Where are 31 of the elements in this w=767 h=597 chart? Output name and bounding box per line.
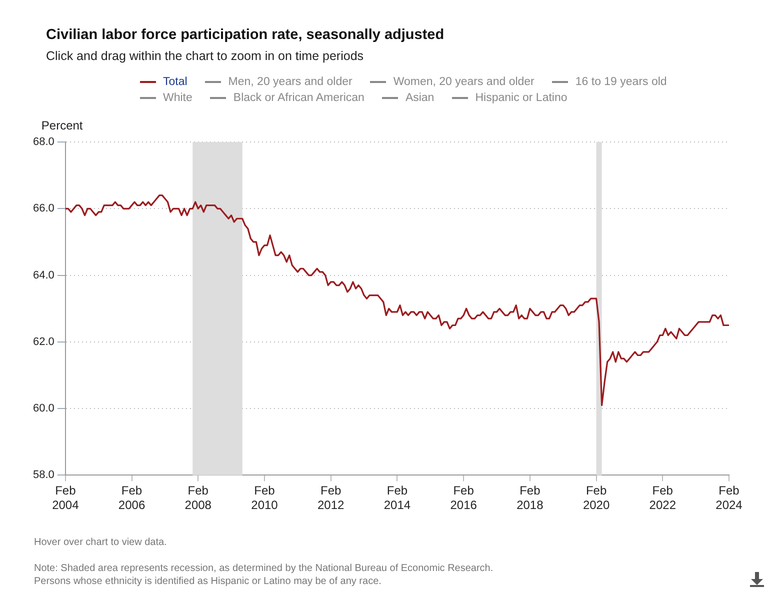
legend-label: Black or African American [233, 91, 364, 106]
legend-label: White [163, 91, 192, 106]
text: Hover over chart to view data. [34, 536, 168, 549]
legend-label: Asian [405, 91, 434, 106]
text: Note: Shaded area represents recession, as determined by the National Bureau of Economic Research. [34, 562, 494, 575]
y-tick-label: 58.0 [32, 469, 54, 482]
y-axis-title: Percent [41, 118, 84, 132]
chart-subtitle: Click and drag within the chart to zoom in on time periods [46, 49, 364, 63]
y-tick-label: 66.0 [32, 202, 54, 215]
x-tick-label: Feb 2008 [184, 484, 212, 512]
y-tick-label: 68.0 [32, 136, 54, 148]
x-tick-label: Feb 2020 [582, 484, 610, 512]
chart-title: Civilian labor force participation rate, seasonally adjusted [46, 27, 444, 43]
legend-label: Total [163, 75, 188, 90]
y-tick-label: 62.0 [32, 336, 54, 348]
x-tick-label: Feb 2010 [251, 484, 278, 512]
x-tick-label: Feb 2006 [118, 484, 146, 512]
legend-label: 16 to 19 years old [575, 75, 667, 90]
x-tick-label: Feb 2022 [649, 484, 676, 512]
text: Persons whose ethnicity is identified as Hispanic or Latino may be of any race. [34, 575, 382, 588]
legend-label: Men, 20 years and older [228, 75, 352, 90]
x-tick-label: Feb 2004 [52, 484, 80, 512]
x-tick-label: Feb 2012 [317, 484, 345, 512]
x-tick-label: Feb 2018 [516, 484, 544, 512]
legend-label: Women, 20 years and older [393, 75, 534, 90]
y-tick-label: 64.0 [32, 269, 54, 282]
y-tick-label: 60.0 [32, 402, 54, 415]
x-tick-label: Feb 2024 [716, 484, 743, 512]
legend-label: Hispanic or Latino [475, 91, 568, 106]
x-tick-label: Feb 2014 [384, 484, 411, 512]
x-tick-label: Feb 2016 [450, 484, 478, 512]
